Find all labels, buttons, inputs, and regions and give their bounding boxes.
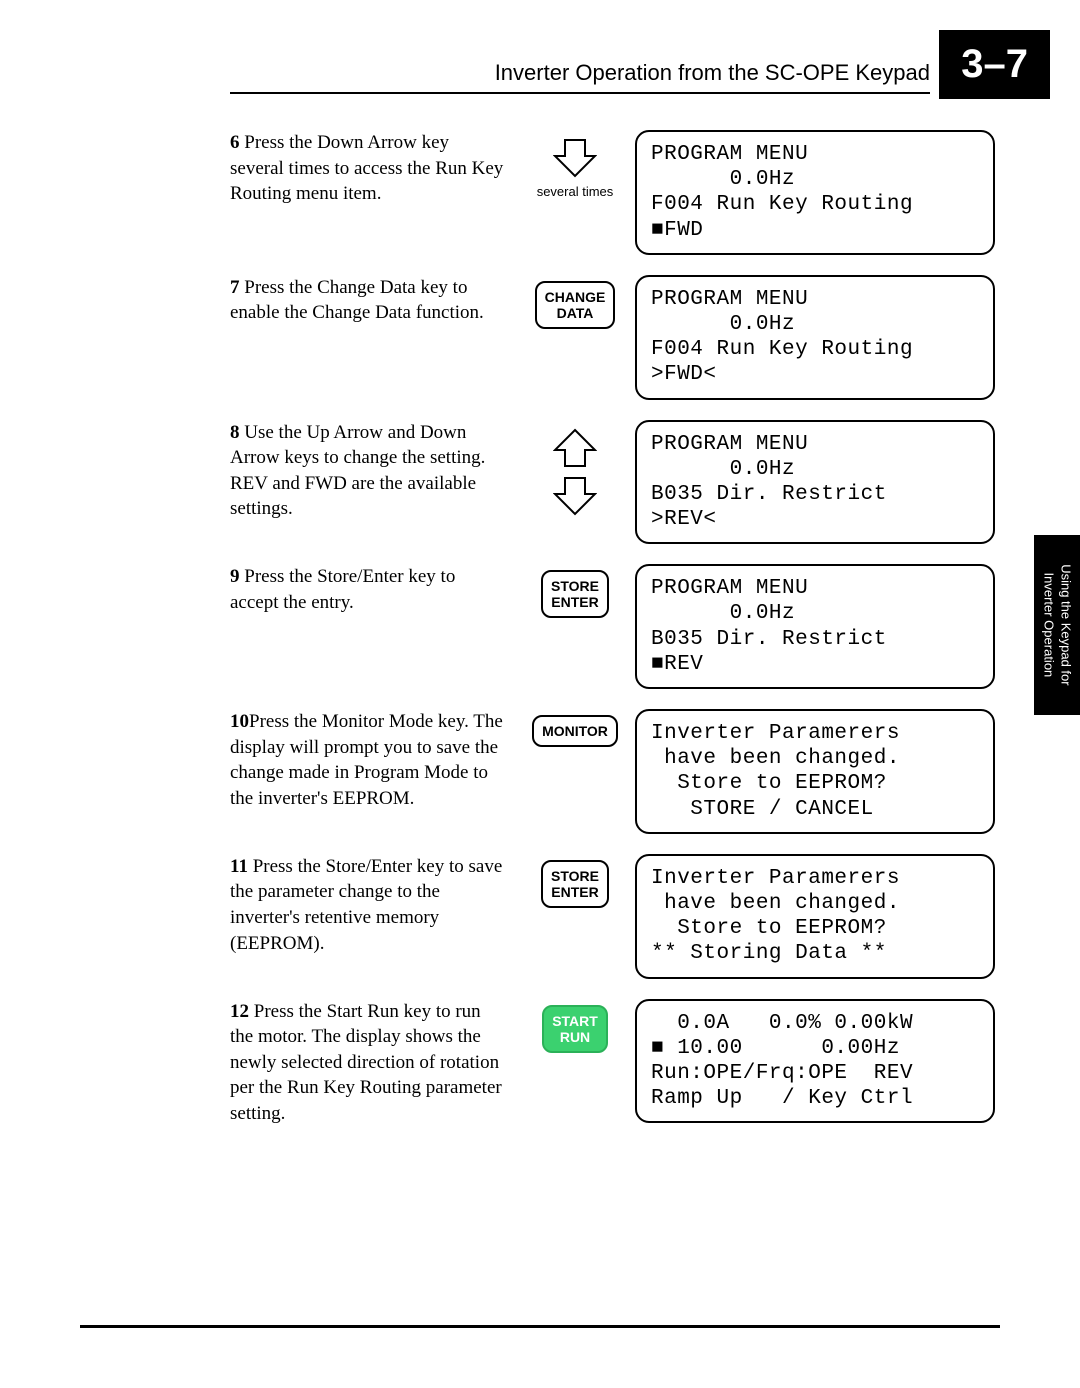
step-body: Press the Down Arrow key several times t… (230, 132, 503, 204)
key-col: STORE ENTER (515, 854, 635, 908)
content-area: 6 Press the Down Arrow key several times… (230, 130, 1010, 1147)
step-text: 10Press the Monitor Mode key. The displa… (230, 709, 515, 812)
lcd-display: PROGRAM MENU 0.0Hz B035 Dir. Restrict ■R… (635, 564, 995, 689)
arrow-up-icon (553, 426, 597, 470)
side-tab-line1: Using the Keypad for (1059, 564, 1074, 685)
step-row: 11 Press the Store/Enter key to save the… (230, 854, 1010, 979)
lcd-display: PROGRAM MENU 0.0Hz F004 Run Key Routing … (635, 130, 995, 255)
step-text: 9 Press the Store/Enter key to accept th… (230, 564, 515, 615)
step-number: 7 (230, 277, 240, 298)
step-text: 8 Use the Up Arrow and Down Arrow keys t… (230, 420, 515, 523)
key-caption: several times (537, 184, 614, 199)
footer-rule (80, 1325, 1000, 1328)
step-number: 6 (230, 132, 240, 153)
key-col: START RUN (515, 999, 635, 1053)
step-body: Use the Up Arrow and Down Arrow keys to … (230, 422, 485, 520)
step-row: 9 Press the Store/Enter key to accept th… (230, 564, 1010, 689)
step-row: 12 Press the Start Run key to run the mo… (230, 999, 1010, 1127)
side-tab-line2: Inverter Operation (1042, 573, 1057, 678)
step-body: Press the Start Run key to run the motor… (230, 1001, 502, 1125)
arrow-down-icon (553, 474, 597, 518)
monitor-key: MONITOR (532, 715, 618, 747)
start-run-key: START RUN (542, 1005, 608, 1053)
arrow-down-icon (553, 136, 597, 180)
step-row: 7 Press the Change Data key to enable th… (230, 275, 1010, 400)
change-data-key: CHANGE DATA (535, 281, 616, 329)
step-text: 11 Press the Store/Enter key to save the… (230, 854, 515, 957)
lcd-display: PROGRAM MENU 0.0Hz B035 Dir. Restrict >R… (635, 420, 995, 545)
page-number-badge: 3–7 (939, 30, 1050, 99)
step-row: 6 Press the Down Arrow key several times… (230, 130, 1010, 255)
step-row: 10Press the Monitor Mode key. The displa… (230, 709, 1010, 834)
key-col: STORE ENTER (515, 564, 635, 618)
step-number: 11 (230, 856, 248, 877)
step-text: 6 Press the Down Arrow key several times… (230, 130, 515, 207)
lcd-display: Inverter Paramerers have been changed. S… (635, 854, 995, 979)
step-text: 12 Press the Start Run key to run the mo… (230, 999, 515, 1127)
store-enter-key: STORE ENTER (541, 860, 609, 908)
step-body: Press the Store/Enter key to save the pa… (230, 856, 502, 954)
key-col (515, 420, 635, 518)
lcd-display: PROGRAM MENU 0.0Hz F004 Run Key Routing … (635, 275, 995, 400)
step-number: 8 (230, 422, 240, 443)
step-number: 9 (230, 566, 240, 587)
key-col: CHANGE DATA (515, 275, 635, 329)
page-title: Inverter Operation from the SC-OPE Keypa… (230, 60, 930, 94)
step-text: 7 Press the Change Data key to enable th… (230, 275, 515, 326)
step-row: 8 Use the Up Arrow and Down Arrow keys t… (230, 420, 1010, 545)
lcd-display: 0.0A 0.0% 0.00kW ■ 10.00 0.00Hz Run:OPE/… (635, 999, 995, 1124)
store-enter-key: STORE ENTER (541, 570, 609, 618)
lcd-display: Inverter Paramerers have been changed. S… (635, 709, 995, 834)
step-number: 12 (230, 1001, 249, 1022)
key-col: several times (515, 130, 635, 199)
key-col: MONITOR (515, 709, 635, 747)
step-body: Press the Change Data key to enable the … (230, 277, 484, 324)
step-body: Press the Store/Enter key to accept the … (230, 566, 455, 613)
side-tab: Using the Keypad for Inverter Operation (1034, 535, 1080, 715)
step-body: Press the Monitor Mode key. The display … (230, 711, 503, 809)
step-number: 10 (230, 711, 249, 732)
